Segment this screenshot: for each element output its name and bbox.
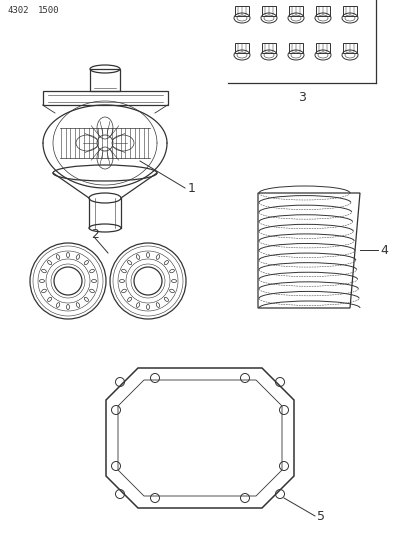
Text: 1500: 1500: [38, 6, 60, 15]
Text: 3: 3: [298, 91, 306, 104]
Text: 4302: 4302: [8, 6, 29, 15]
Text: 5: 5: [317, 510, 325, 522]
Text: 1: 1: [188, 182, 196, 195]
Text: 4: 4: [380, 244, 388, 256]
Text: 2: 2: [91, 229, 99, 241]
